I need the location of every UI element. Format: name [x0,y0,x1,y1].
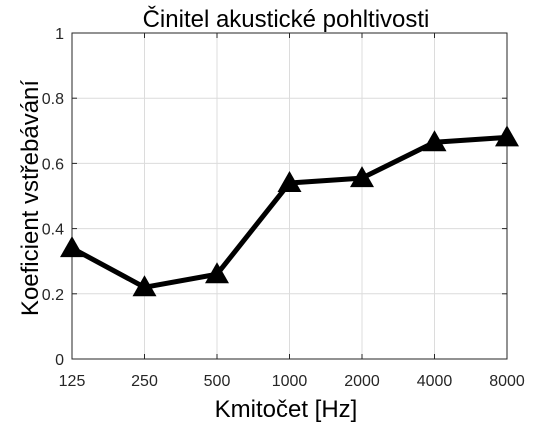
data-point-marker [495,125,519,147]
series [60,125,519,297]
x-axis-label: Kmitočet [Hz] [215,396,358,423]
x-tick-label: 8000 [489,373,525,390]
y-tick-label: 0 [55,352,64,369]
y-tick-label: 1 [55,26,64,43]
data-point-marker [350,166,374,188]
x-tick-label: 1000 [272,373,308,390]
data-point-marker [277,170,302,192]
y-tick-label: 0.2 [42,287,64,304]
x-tick-label: 250 [131,373,158,390]
grid [72,33,507,359]
data-point-marker [422,130,447,152]
y-axis-label: Koeficient vstřebávání [17,80,44,316]
y-tick-label: 0.6 [42,156,64,173]
y-tick-label: 0.8 [42,91,64,108]
data-point-marker [60,236,84,258]
x-tick-label: 125 [59,373,86,390]
x-tick-label: 500 [204,373,231,390]
x-tick-label: 2000 [344,373,380,390]
y-tick-label: 0.4 [42,222,64,239]
data-point-marker [205,262,229,284]
data-point-marker [132,275,157,297]
x-tick-label: 4000 [417,373,453,390]
axis-ticks: 125 250 500 1000 2000 4000 8000 0 0.2 0.4 0.6 0.8 1 [42,26,525,390]
chart-title: Činitel akustické pohltivosti [143,5,430,33]
